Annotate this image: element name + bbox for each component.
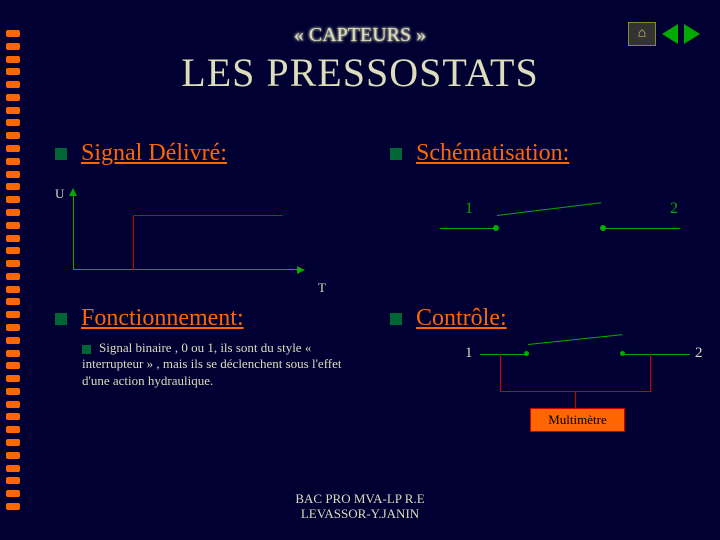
axis-y-label: U [55, 186, 64, 202]
heading-ctrl-label: Contrôle: [416, 305, 507, 332]
decorative-strip [6, 30, 20, 510]
heading-schema: Schématisation: [390, 140, 695, 167]
y-axis [73, 190, 74, 270]
heading-fonct-label: Fonctionnement: [81, 305, 244, 332]
prev-icon[interactable] [662, 24, 678, 44]
content-area: Signal Délivré: Schématisation: U T 1 2 … [55, 140, 695, 470]
schematic-terminal-2: 2 [670, 200, 678, 218]
signal-graph [73, 190, 303, 270]
nav-icons: ⌂ [628, 22, 700, 46]
subtitle-text: « CAPTEURS » [294, 24, 426, 46]
probe-down [575, 391, 576, 409]
body-paragraph: Signal binaire , 0 ou 1, ils sont du sty… [82, 340, 342, 388]
slide-subtitle: « CAPTEURS » [0, 0, 720, 47]
bullet-icon [55, 313, 67, 325]
slide-title: LES PRESSOSTATS [0, 49, 720, 96]
heading-signal-label: Signal Délivré: [81, 140, 227, 167]
heading-fonctionnement: Fonctionnement: [55, 305, 244, 332]
slide-footer: BAC PRO MVA-LP R.E LEVASSOR-Y.JANIN [0, 491, 720, 522]
bullet-icon [390, 148, 402, 160]
axis-x-label: T [318, 280, 326, 296]
footer-line-2: LEVASSOR-Y.JANIN [0, 506, 720, 522]
schematic-diagram: 1 2 [390, 200, 690, 260]
switch-contact [497, 202, 601, 216]
x-axis-arrow-icon [297, 266, 305, 274]
y-axis-arrow-icon [69, 188, 77, 196]
multimeter-box: Multimètre [530, 408, 625, 432]
probe-right [650, 354, 651, 392]
wire-left [480, 354, 525, 355]
wire-right [625, 354, 690, 355]
step-signal [133, 215, 283, 270]
control-diagram: 1 2 Multimètre [425, 345, 720, 455]
bullet-icon [82, 345, 91, 354]
footer-line-1: BAC PRO MVA-LP R.E [0, 491, 720, 507]
control-terminal-2: 2 [695, 345, 703, 362]
next-icon[interactable] [684, 24, 700, 44]
body-row: Signal binaire , 0 ou 1, ils sont du sty… [82, 340, 362, 389]
probe-left [500, 354, 501, 392]
heading-signal: Signal Délivré: [55, 140, 365, 167]
heading-schema-label: Schématisation: [416, 140, 569, 167]
node-dot-icon [493, 225, 499, 231]
node-dot-icon [524, 351, 529, 356]
bullet-icon [390, 313, 402, 325]
wire-right [605, 228, 680, 229]
control-terminal-1: 1 [465, 345, 473, 362]
schematic-terminal-1: 1 [465, 200, 473, 218]
heading-controle: Contrôle: [390, 305, 507, 332]
wire-left [440, 228, 495, 229]
switch-contact [528, 334, 623, 345]
bullet-icon [55, 148, 67, 160]
home-icon[interactable]: ⌂ [628, 22, 656, 46]
